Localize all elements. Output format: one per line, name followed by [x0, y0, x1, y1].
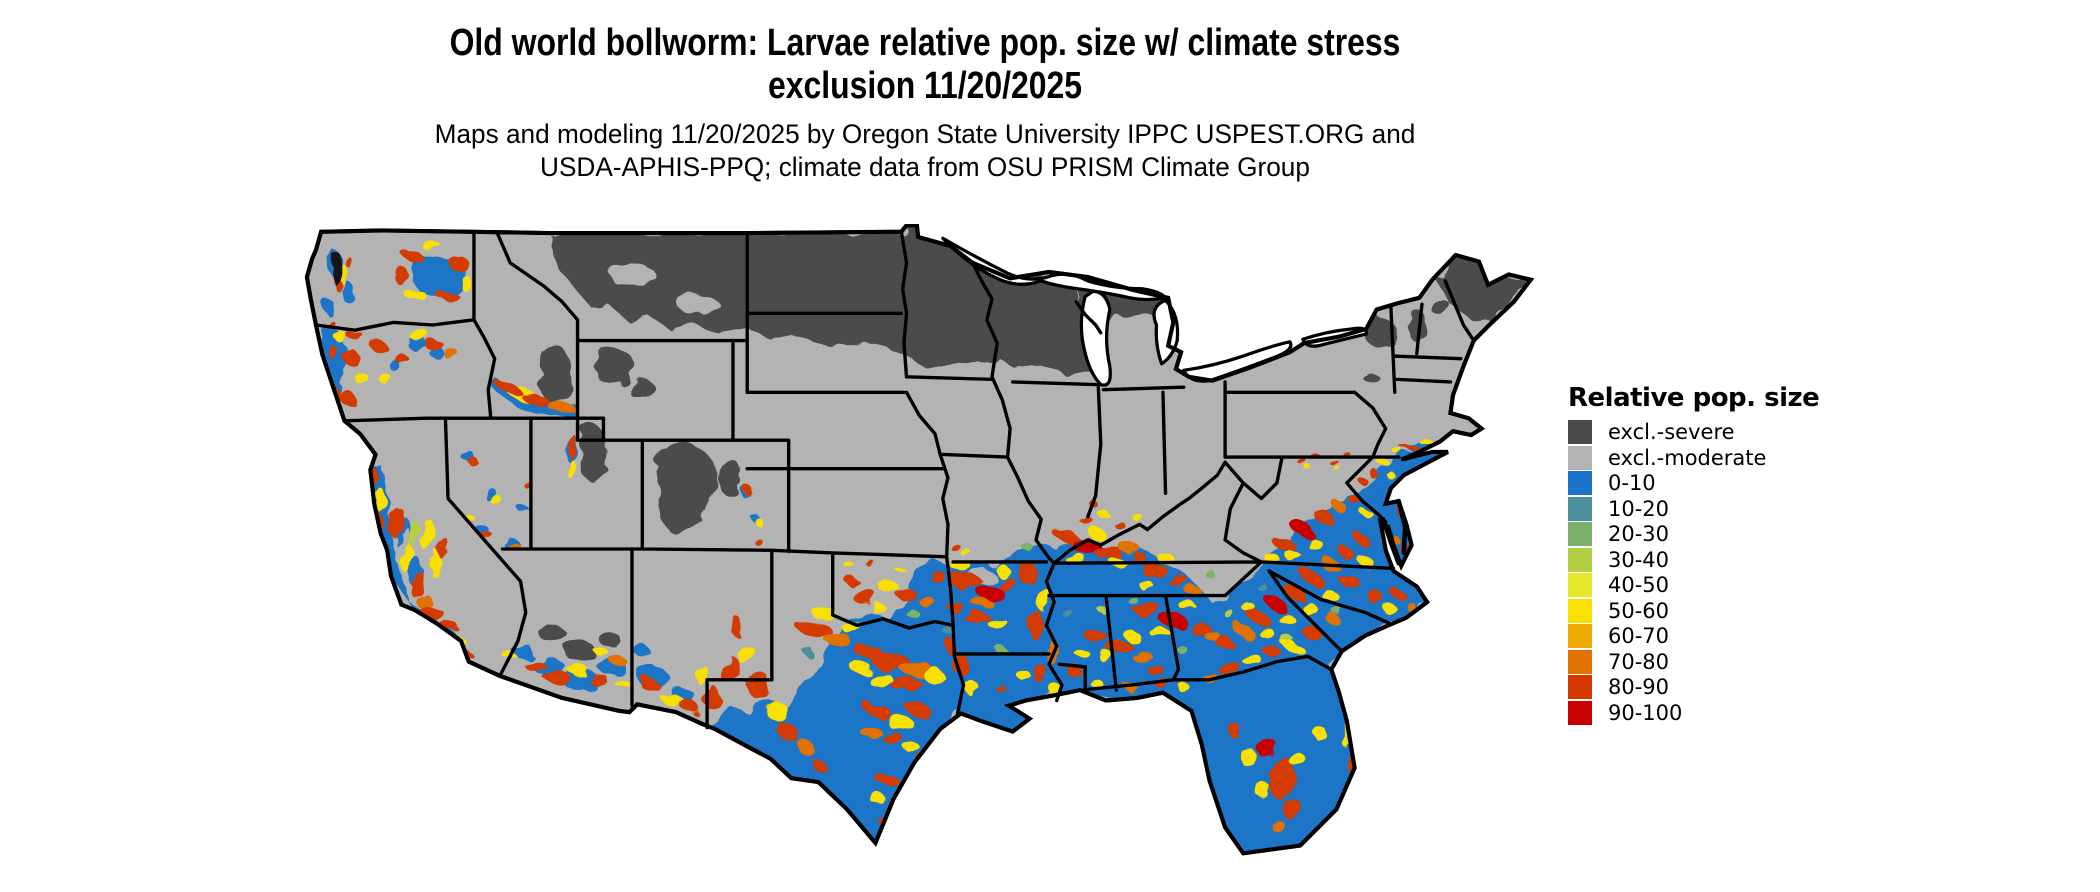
subtitle-line-2: USDA-APHIS-PPQ; climate data from OSU PR…: [540, 152, 1310, 182]
legend-swatch: [1568, 700, 1592, 725]
map-legend: Relative pop. size excl.-severe excl.-mod…: [1568, 384, 1868, 725]
legend-row-80-90: 80-90: [1568, 675, 1868, 699]
legend-swatch: [1568, 420, 1592, 444]
puget-sound: [330, 252, 343, 287]
legend-row-30-40: 30-40: [1568, 547, 1868, 572]
title-line-2: exclusion 11/20/2025: [767, 65, 1083, 107]
legend-swatch: [1568, 445, 1592, 470]
page-title: Old world bollworm: Larvae relative pop.…: [421, 22, 1429, 108]
legend-row-90-100: 90-100: [1568, 700, 1868, 725]
legend-label: 50-60: [1608, 598, 1670, 623]
legend-swatch: [1568, 471, 1592, 495]
legend-label: 10-20: [1608, 496, 1670, 521]
excl-severe-zone: [538, 225, 1529, 662]
legend-label: 80-90: [1608, 675, 1670, 699]
legend-row-40-50: 40-50: [1568, 573, 1868, 597]
legend-row-excl-moderate: excl.-moderate: [1568, 445, 1868, 470]
legend-label: 20-30: [1608, 522, 1670, 546]
us-map: [303, 224, 1545, 874]
legend-swatch: [1568, 522, 1592, 546]
legend-row-10-20: 10-20: [1568, 496, 1868, 521]
legend-swatch: [1568, 547, 1592, 572]
legend-items: excl.-severe excl.-moderate 0-10 10-20 20-30…: [1568, 420, 1868, 725]
legend-swatch: [1568, 675, 1592, 699]
state-borders: [314, 230, 1476, 730]
legend-row-60-70: 60-70: [1568, 624, 1868, 648]
legend-swatch: [1568, 649, 1592, 674]
legend-label: 30-40: [1608, 547, 1670, 572]
legend-swatch: [1568, 573, 1592, 597]
lake-michigan: [1079, 289, 1112, 387]
title-line-1: Old world bollworm: Larvae relative pop.…: [449, 22, 1401, 64]
legend-row-70-80: 70-80: [1568, 649, 1868, 674]
legend-swatch: [1568, 496, 1592, 521]
map-container: [303, 224, 1545, 874]
legend-label: 0-10: [1608, 471, 1656, 495]
subtitle-line-1: Maps and modeling 11/20/2025 by Oregon S…: [434, 119, 1416, 149]
legend-swatch: [1568, 598, 1592, 623]
legend-row-0-10: 0-10: [1568, 471, 1868, 495]
legend-label: 60-70: [1608, 624, 1670, 648]
legend-swatch: [1568, 624, 1592, 648]
legend-label: 90-100: [1608, 700, 1683, 725]
legend-row-excl-severe: excl.-severe: [1568, 420, 1868, 444]
legend-label: 40-50: [1608, 573, 1670, 597]
legend-label: excl.-moderate: [1608, 445, 1767, 470]
legend-row-20-30: 20-30: [1568, 522, 1868, 546]
legend-label: 70-80: [1608, 649, 1670, 674]
legend-row-50-60: 50-60: [1568, 598, 1868, 623]
legend-title: Relative pop. size: [1568, 383, 1820, 413]
subtitle: Maps and modeling 11/20/2025 by Oregon S…: [343, 118, 1507, 184]
legend-label: excl.-severe: [1608, 420, 1735, 444]
